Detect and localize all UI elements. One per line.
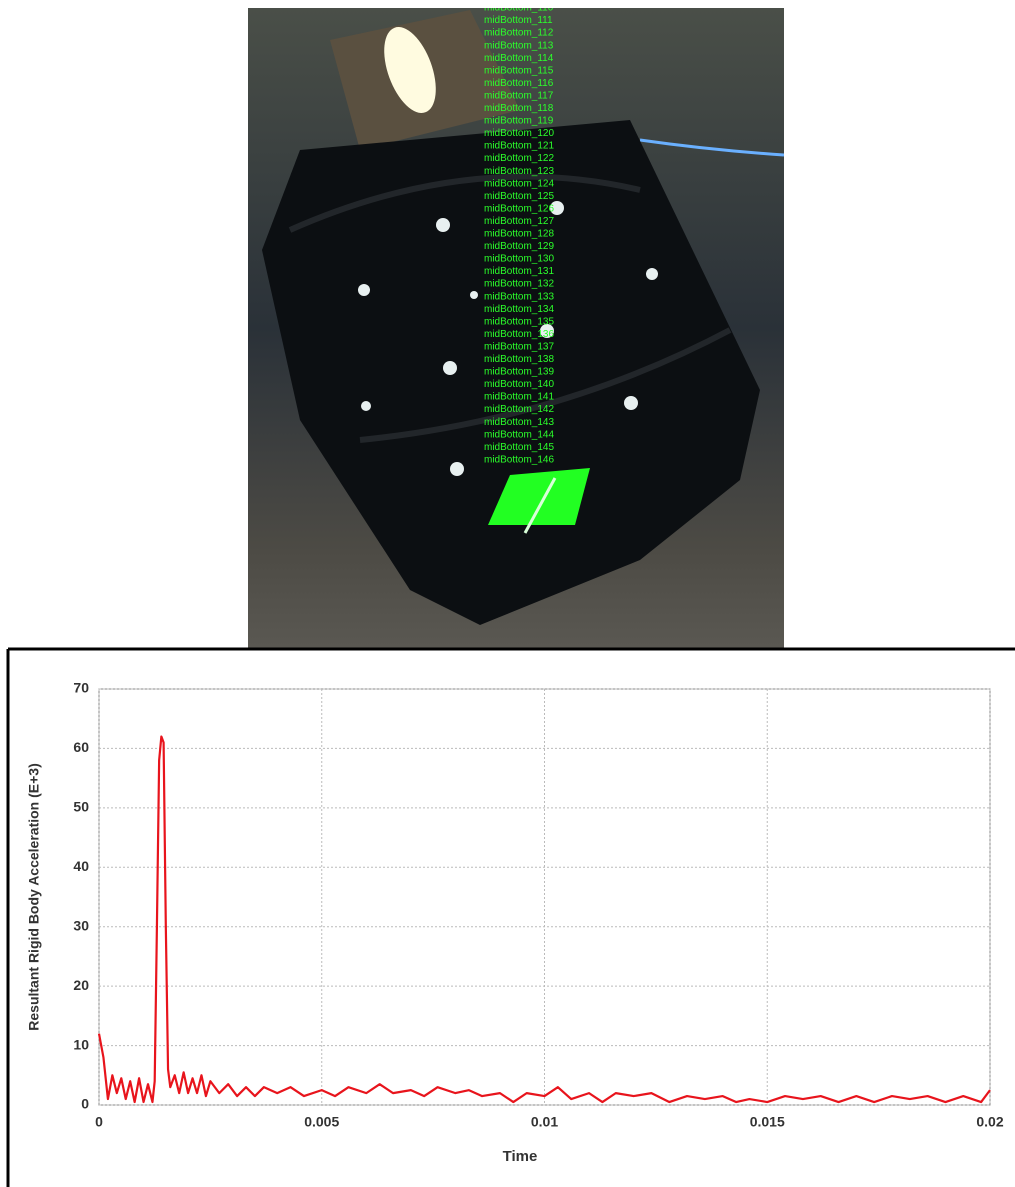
point-label: midBottom_119	[484, 116, 554, 127]
point-label: midBottom_145	[484, 442, 554, 453]
point-label: midBottom_140	[484, 379, 554, 390]
point-label: midBottom_141	[484, 392, 554, 403]
y-tick-label: 40	[73, 858, 89, 874]
point-label: midBottom_138	[484, 354, 554, 365]
cylinder	[262, 120, 760, 625]
point-label: midBottom_132	[484, 279, 554, 290]
x-tick-label: 0.015	[750, 1114, 785, 1130]
y-tick-label: 0	[81, 1096, 89, 1112]
cable	[639, 138, 784, 157]
point-label: midBottom_142	[484, 404, 554, 415]
point-label: midBottom_117	[484, 90, 554, 101]
y-tick-label: 20	[73, 977, 89, 993]
y-tick-label: 60	[73, 739, 89, 755]
point-label: midBottom_146	[484, 454, 554, 465]
y-tick-label: 70	[73, 680, 89, 696]
x-axis-label: Time	[503, 1148, 538, 1165]
point-label: midBottom_139	[484, 367, 554, 378]
point-label: midBottom_133	[484, 291, 554, 302]
tracked-points	[488, 468, 590, 525]
y-tick-label: 30	[73, 917, 89, 933]
point-label: midBottom_124	[484, 178, 554, 189]
point-label: midBottom_128	[484, 229, 554, 240]
point-label: midBottom_122	[484, 153, 554, 164]
point-label: midBottom_131	[484, 266, 554, 277]
chart: Resultant Rigid Body Acceleration (E+3) …	[26, 680, 1004, 1165]
band-edge	[359, 327, 732, 443]
data-line	[97, 735, 991, 1104]
point-labels: midBottom_110midBottom_111midBottom_112m…	[484, 3, 554, 465]
y-axis-label: Resultant Rigid Body Acceleration (E+3)	[26, 763, 42, 1030]
point-label: midBottom_136	[484, 329, 554, 340]
point-label: midBottom_127	[484, 216, 554, 227]
point-label: midBottom_135	[484, 316, 554, 327]
point-label: midBottom_121	[484, 141, 554, 152]
point-label: midBottom_129	[484, 241, 554, 252]
x-tick-label: 0	[95, 1114, 103, 1130]
point-label: midBottom_113	[484, 40, 554, 51]
point-label: midBottom_144	[484, 429, 554, 440]
point-label: midBottom_114	[484, 53, 554, 64]
x-tick-label: 0.02	[976, 1114, 1003, 1130]
point-label: midBottom_143	[484, 417, 554, 428]
point-label: midBottom_126	[484, 203, 554, 214]
point-label: midBottom_118	[484, 103, 554, 114]
markers	[358, 201, 658, 476]
point-label: midBottom_137	[484, 341, 554, 352]
photo: midBottom_110midBottom_111midBottom_112m…	[248, 3, 784, 648]
point-label: midBottom_125	[484, 191, 554, 202]
point-label: midBottom_110	[484, 3, 554, 14]
x-tick-label: 0.005	[304, 1114, 339, 1130]
light	[384, 27, 436, 113]
track-line	[523, 477, 557, 534]
y-tick-label: 10	[73, 1036, 89, 1052]
point-label: midBottom_120	[484, 128, 554, 139]
band-edge	[288, 173, 641, 233]
point-label: midBottom_134	[484, 304, 554, 315]
point-label: midBottom_116	[484, 78, 554, 89]
point-label: midBottom_130	[484, 254, 554, 265]
y-tick-label: 50	[73, 799, 89, 815]
point-label: midBottom_111	[484, 15, 553, 26]
point-label: midBottom_115	[484, 65, 554, 76]
x-tick-label: 0.01	[531, 1114, 558, 1130]
point-label: midBottom_123	[484, 166, 554, 177]
point-label: midBottom_112	[484, 28, 554, 39]
